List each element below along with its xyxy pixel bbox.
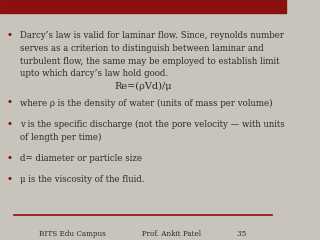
Text: •: • xyxy=(7,31,13,40)
Text: •: • xyxy=(7,120,13,129)
Text: upto which darcy’s law hold good.: upto which darcy’s law hold good. xyxy=(20,69,168,78)
Text: μ is the viscosity of the fluid.: μ is the viscosity of the fluid. xyxy=(20,175,145,184)
Text: of length per time): of length per time) xyxy=(20,132,101,142)
Text: where ρ is the density of water (units of mass per volume): where ρ is the density of water (units o… xyxy=(20,98,273,108)
Text: serves as a criterion to distinguish between laminar and: serves as a criterion to distinguish bet… xyxy=(20,44,264,53)
Text: v is the specific discharge (not the pore velocity — with units: v is the specific discharge (not the por… xyxy=(20,120,285,129)
Text: •: • xyxy=(7,154,13,163)
Bar xyxy=(0,0,286,13)
Text: d= diameter or particle size: d= diameter or particle size xyxy=(20,154,142,163)
Text: BITS Edu Campus                Prof. Ankit Patel                35: BITS Edu Campus Prof. Ankit Patel 35 xyxy=(39,230,247,238)
Text: Darcy’s law is valid for laminar flow. Since, reynolds number: Darcy’s law is valid for laminar flow. S… xyxy=(20,31,284,40)
Text: Re=(ρVd)/μ: Re=(ρVd)/μ xyxy=(114,82,172,91)
Text: •: • xyxy=(7,98,13,108)
Text: turbulent flow, the same may be employed to establish limit: turbulent flow, the same may be employed… xyxy=(20,57,279,66)
Text: •: • xyxy=(7,175,13,184)
